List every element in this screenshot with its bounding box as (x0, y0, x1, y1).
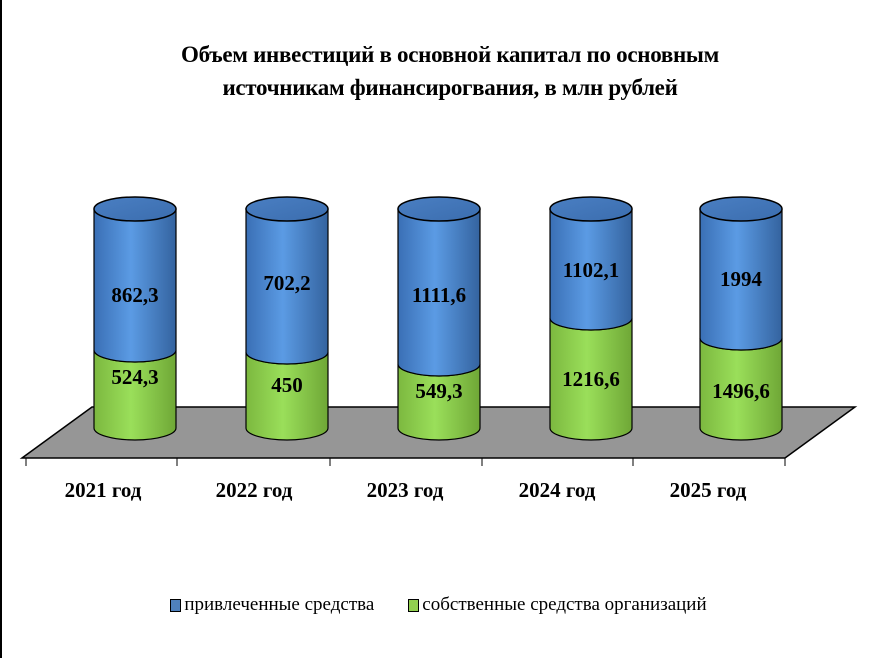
legend-label-attracted: привлеченные средства (184, 594, 375, 615)
legend-swatch-green (408, 598, 420, 612)
x-label-2021: 2021 год (65, 478, 142, 502)
cylinder-top (549, 196, 633, 222)
x-label-2025: 2025 год (670, 478, 747, 502)
value-label-own: 549,3 (415, 379, 462, 403)
segment-attracted (245, 208, 329, 365)
value-label-attracted: 1102,1 (563, 258, 620, 282)
segment-attracted (549, 208, 633, 331)
chart-legend: привлеченные средства собственные средст… (0, 594, 877, 616)
value-label-own: 1216,6 (562, 367, 620, 391)
x-axis-labels: 2021 год 2022 год 2023 год 2024 год 2025… (65, 478, 747, 502)
segment-own (93, 349, 177, 441)
cylinder-top (397, 196, 481, 222)
x-label-2024: 2024 год (519, 478, 596, 502)
value-label-attracted: 1994 (720, 267, 763, 291)
legend-swatch-blue (170, 598, 182, 612)
segment-attracted (397, 208, 481, 377)
bar-2023-год: 1111,6 549,3 (397, 196, 481, 441)
bar-2025-год: 1994 1496,6 (699, 196, 783, 441)
cylinder-top (93, 196, 177, 222)
legend-item-own: собственные средства организаций (408, 594, 707, 616)
bars: 862,3 524,3 702,2 450 1111,6 549,3 1102,1 1216,… (93, 196, 783, 441)
bar-2022-год: 702,2 450 (245, 196, 329, 441)
chart-title: Объем инвестиций в основной капитал по о… (60, 38, 840, 104)
value-label-own: 524,3 (111, 365, 158, 389)
legend-item-attracted: привлеченные средства (170, 594, 374, 616)
chart-title-line-1: Объем инвестиций в основной капитал по о… (181, 42, 719, 67)
segment-attracted (93, 208, 177, 363)
x-label-2022: 2022 год (216, 478, 293, 502)
value-label-attracted: 702,2 (263, 271, 310, 295)
value-label-own: 450 (271, 373, 303, 397)
x-label-2023: 2023 год (367, 478, 444, 502)
bar-2024-год: 1102,1 1216,6 (549, 196, 633, 441)
x-axis-ticks (25, 458, 786, 466)
legend-label-own: собственные средства организаций (422, 594, 707, 615)
value-label-attracted: 862,3 (111, 283, 158, 307)
bar-2021-год: 862,3 524,3 (93, 196, 177, 441)
value-label-attracted: 1111,6 (412, 283, 466, 307)
segment-attracted (699, 208, 783, 351)
cylinder-top (699, 196, 783, 222)
chart-title-line-2: источникам финансирогвания, в млн рублей (222, 75, 678, 100)
cylinder-top (245, 196, 329, 222)
value-label-own: 1496,6 (712, 379, 770, 403)
